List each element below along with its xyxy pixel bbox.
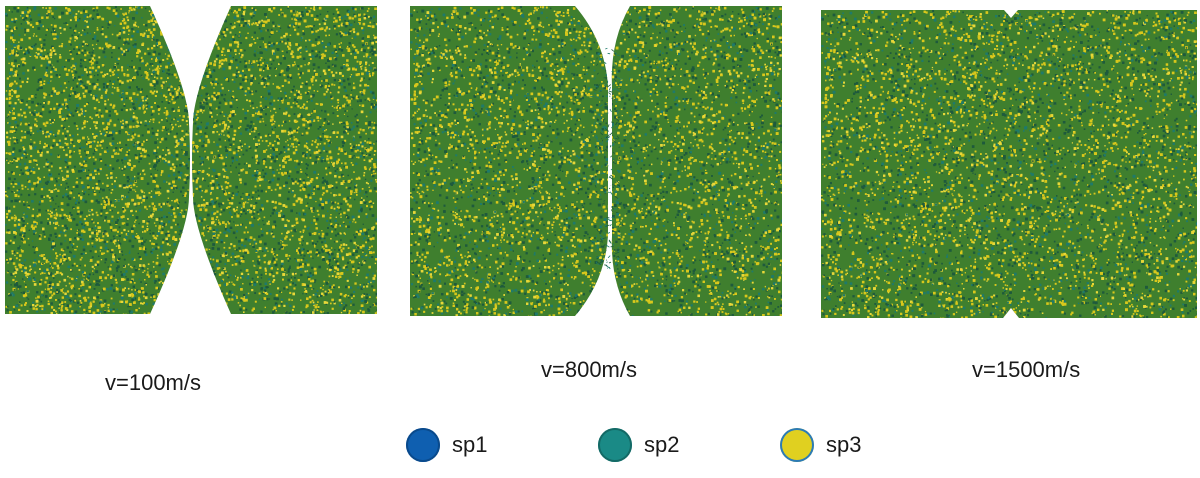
simulation-panel-v800 (410, 6, 782, 316)
sp1-marker-icon (406, 428, 440, 462)
caption-v100: v=100m/s (105, 370, 201, 396)
legend-item-sp2: sp2 (598, 428, 679, 462)
legend-item-sp3: sp3 (780, 428, 861, 462)
caption-v1500: v=1500m/s (972, 357, 1080, 383)
caption-v800: v=800m/s (541, 357, 637, 383)
particle-image-v1500 (821, 10, 1197, 318)
simulation-panel-v100 (5, 6, 377, 314)
particle-image-v100 (5, 6, 377, 314)
sp3-marker-icon (780, 428, 814, 462)
sp2-marker-icon (598, 428, 632, 462)
legend-item-sp1: sp1 (406, 428, 487, 462)
particle-image-v800 (410, 6, 782, 316)
legend-label-sp1: sp1 (452, 432, 487, 458)
legend-label-sp3: sp3 (826, 432, 861, 458)
simulation-panel-v1500 (821, 10, 1197, 318)
legend-label-sp2: sp2 (644, 432, 679, 458)
